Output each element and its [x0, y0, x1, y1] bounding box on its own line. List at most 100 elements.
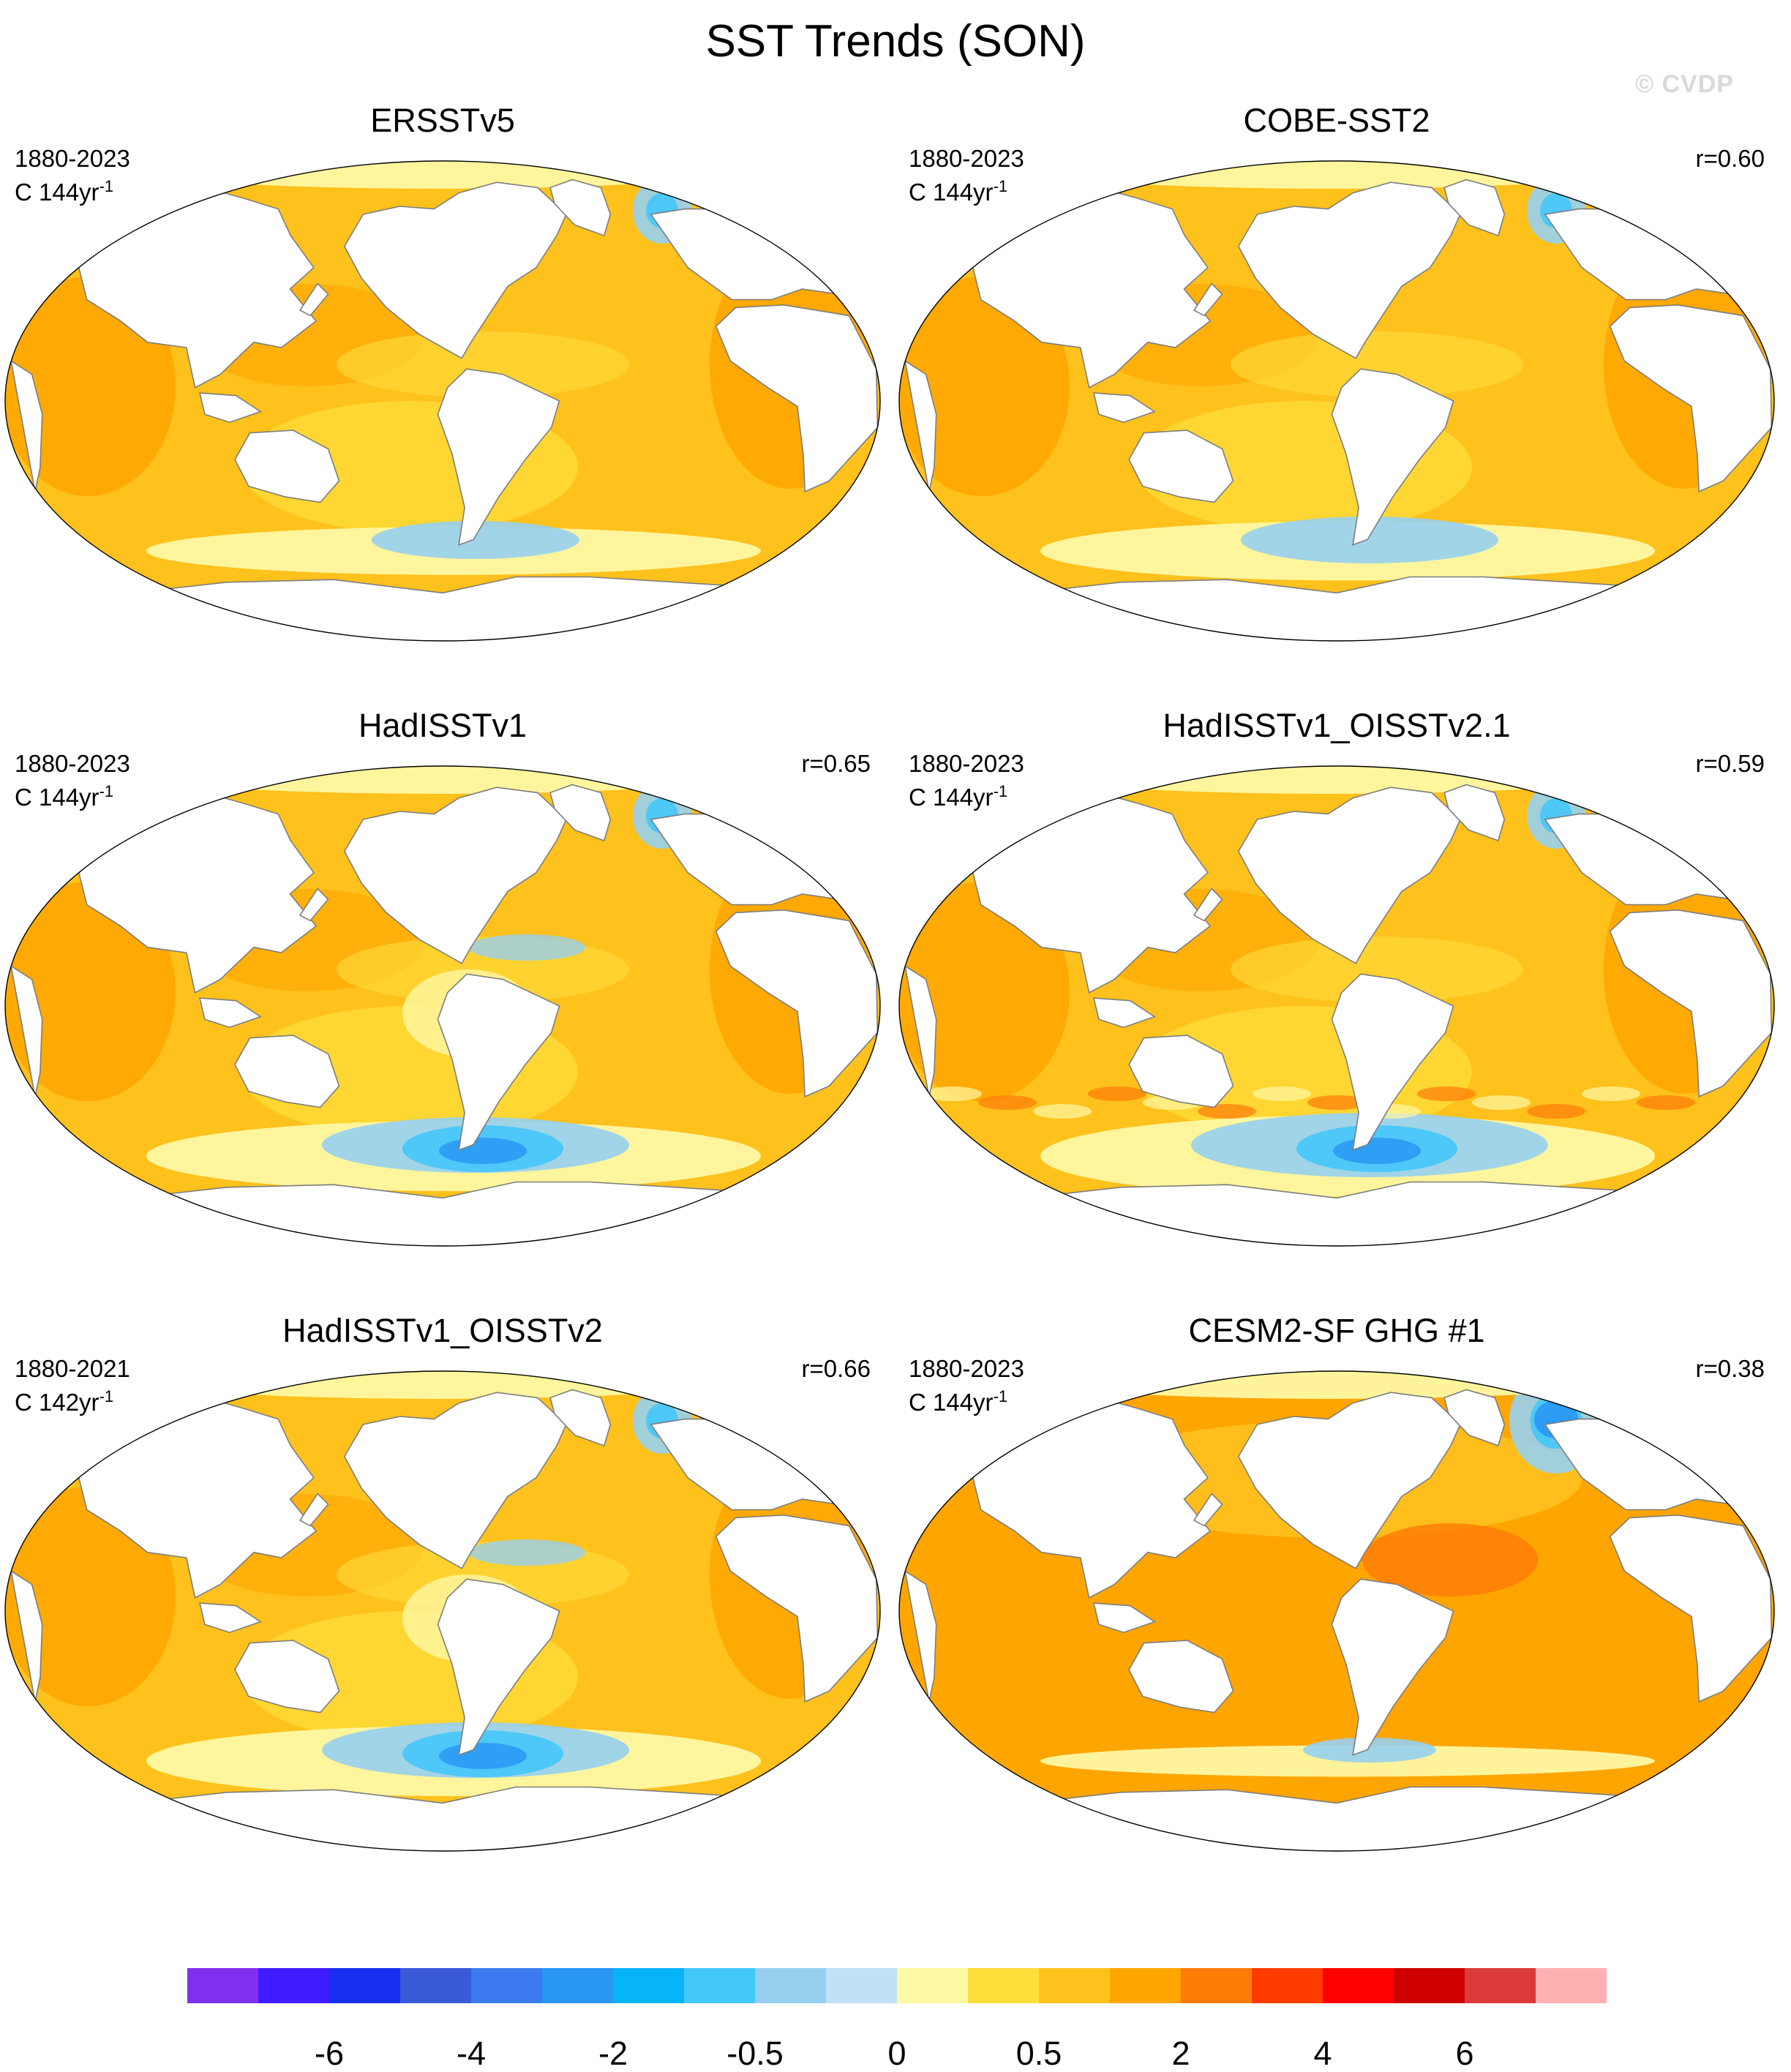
period-label: 1880-2023 — [909, 1355, 1024, 1382]
colorbar-swatch — [1252, 1968, 1323, 2003]
southern-ocean-noise — [1527, 1104, 1585, 1119]
pattern-correlation: r=0.38 — [1695, 1355, 1765, 1382]
land-indonesia — [198, 997, 262, 1029]
colorbar-swatch — [826, 1968, 898, 2003]
sst-trend-map — [898, 160, 1775, 642]
land-australia — [1128, 1035, 1234, 1108]
colorbar-tick-label: -0.5 — [726, 2035, 784, 2072]
southern-ocean-cooling — [1241, 517, 1498, 563]
land-africa — [715, 909, 879, 1098]
land-australia — [1128, 1640, 1234, 1713]
southern-ocean-noise — [1088, 1086, 1146, 1101]
colorbar-swatch — [968, 1968, 1040, 2003]
cvdp-watermark: © CVDP — [1635, 70, 1734, 98]
panel-title: HadISSTv1_OISSTv2 — [282, 1312, 603, 1349]
sst-trend-map — [4, 1370, 881, 1852]
colorbar-tick-label: 0 — [887, 2035, 906, 2072]
map-panel: COBE-SST2 1880-2023 C 144yr-1 r=0.60 — [894, 101, 1779, 664]
land-japan — [298, 282, 329, 317]
pattern-correlation: r=0.65 — [801, 750, 871, 777]
southern-ocean-core-cooling — [1333, 1138, 1421, 1164]
map-border — [898, 160, 1775, 642]
land-southamerica — [437, 1578, 560, 1757]
colorbar-swatch — [1039, 1968, 1111, 2003]
southern-ocean-noise — [1417, 1086, 1476, 1101]
map-panel: HadISSTv1_OISSTv2 1880-2021 C 142yr-1 r=0.6… — [0, 1311, 885, 1874]
sst-trend-map — [4, 765, 881, 1247]
tropical-pacific-weak-warming — [1231, 936, 1523, 1002]
period-label: 1880-2021 — [15, 1355, 130, 1382]
map-border — [4, 160, 881, 642]
map-panel: ERSSTv5 1880-2023 C 144yr-1 — [0, 101, 885, 664]
colorbar-swatch — [542, 1968, 614, 2003]
period-label: 1880-2023 — [909, 750, 1024, 777]
southern-ocean-cooling — [372, 521, 579, 559]
map-border — [4, 1370, 881, 1852]
colorbar-tick-label: 6 — [1455, 2035, 1474, 2072]
land-japan — [1193, 887, 1223, 922]
land-africa_west — [10, 359, 43, 492]
land-southamerica — [437, 973, 560, 1152]
units-label: C 144yr-1 — [909, 177, 1008, 206]
map-border — [898, 1370, 1775, 1852]
colorbar-swatch — [1110, 1968, 1182, 2003]
colorbar-tick-label: 2 — [1171, 2035, 1190, 2072]
colorbar-swatch — [187, 1968, 259, 2003]
land-africa_west — [904, 964, 937, 1097]
land-southamerica — [1331, 973, 1454, 1152]
land-africa_west — [904, 359, 937, 492]
land-japan — [1193, 1493, 1223, 1527]
southern-ocean-noise — [978, 1095, 1037, 1110]
land-japan — [1193, 282, 1223, 317]
land-australia — [234, 1035, 340, 1108]
southern-ocean-noise — [1198, 1104, 1256, 1119]
map-border — [4, 765, 881, 1247]
colorbar-tick-label: 0.5 — [1015, 2035, 1062, 2072]
land-eurasia — [972, 1397, 1212, 1599]
land-eurasia — [972, 792, 1212, 994]
colorbar-swatch — [471, 1968, 543, 2003]
land-africa — [715, 1514, 879, 1703]
colorbar-swatch — [258, 1968, 330, 2003]
land-greenland — [1443, 784, 1506, 842]
southern-ocean-cooling — [1303, 1738, 1436, 1763]
units-label: C 142yr-1 — [15, 1387, 114, 1416]
arctic-weak-trend — [59, 766, 819, 794]
land-japan — [298, 887, 329, 922]
land-eurasia — [78, 792, 318, 994]
land-northamerica — [343, 1392, 567, 1569]
land-africa_west — [10, 1569, 43, 1703]
colorbar-tick-label: -6 — [314, 2035, 344, 2072]
panel-title: HadISSTv1_OISSTv2.1 — [1163, 707, 1511, 744]
land-northamerica — [1237, 1392, 1461, 1569]
units-label: C 144yr-1 — [909, 782, 1008, 811]
panel-title: HadISSTv1 — [358, 707, 527, 744]
panel-title: CESM2-SF GHG #1 — [1188, 1312, 1485, 1349]
pattern-correlation: r=0.60 — [1695, 145, 1765, 172]
land-indonesia — [1092, 1602, 1156, 1634]
colorbar-swatch — [1536, 1968, 1607, 2003]
land-africa_west — [10, 964, 43, 1097]
indian-ocean-warming — [5, 277, 176, 496]
pattern-correlation: r=0.66 — [801, 1355, 871, 1382]
indian-ocean-warming — [899, 277, 1070, 496]
sst-trend-map — [898, 1370, 1775, 1852]
land-indonesia — [198, 1602, 262, 1634]
colorbar-tick-label: 4 — [1313, 2035, 1332, 2072]
arctic-weak-trend — [59, 1371, 819, 1399]
arctic-weak-trend — [59, 161, 819, 189]
land-greenland — [549, 1389, 612, 1447]
land-australia — [234, 429, 340, 503]
units-label: C 144yr-1 — [15, 782, 114, 811]
colorbar-swatch — [1181, 1968, 1253, 2003]
colorbar-swatch — [897, 1968, 969, 2003]
colorbar-swatch — [329, 1968, 401, 2003]
tropical-pacific-weak-warming — [1231, 331, 1523, 397]
map-panel: HadISSTv1_OISSTv2.1 1880-2023 C 144yr-1 r=0… — [894, 706, 1779, 1269]
land-africa — [1609, 1514, 1773, 1703]
indian-ocean-warming — [5, 1487, 176, 1706]
units-label: C 144yr-1 — [15, 177, 114, 206]
land-africa_west — [904, 1569, 937, 1703]
tropical-pacific-weak-warming — [337, 331, 629, 397]
map-panel: CESM2-SF GHG #1 1880-2023 C 144yr-1 r=0.38 — [894, 1311, 1779, 1874]
